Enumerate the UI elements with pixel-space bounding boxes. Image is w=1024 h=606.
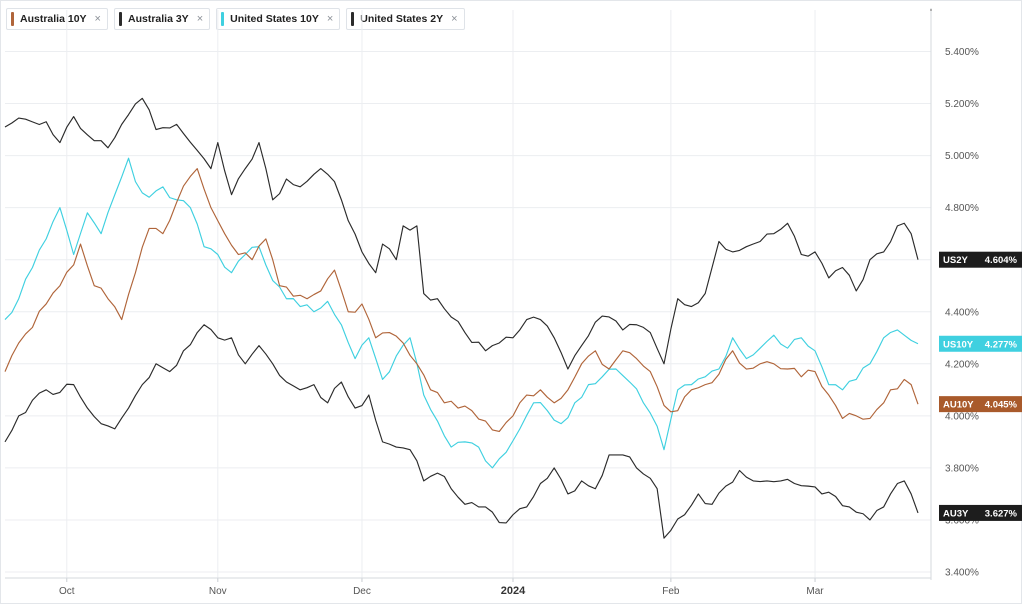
y-tick-label: 5.400% [945,47,979,58]
last-value-tag-us10y [939,335,1022,352]
series-line-us10y [4,157,919,469]
legend-swatch [351,12,355,26]
x-tick-label: Oct [59,586,75,597]
y-tick-label: 3.800% [945,463,979,474]
x-tick-label: Feb [662,586,680,597]
y-tick-label: 5.200% [945,99,979,110]
close-icon[interactable]: × [196,13,204,25]
last-value-tag-value: 4.604% [985,255,1018,266]
last-value-tag-value: 4.277% [985,339,1018,350]
last-value-tag-us2y [939,251,1022,268]
legend-label: Australia 10Y [20,13,87,25]
series-line-au3y [4,324,919,539]
legend-label: Australia 3Y [127,13,189,25]
close-icon[interactable]: × [326,13,334,25]
last-value-tag-value: 4.045% [985,400,1018,411]
legend-chip-australia-10y[interactable]: Australia 10Y × [6,8,108,30]
x-tick-label: 2024 [501,585,526,597]
last-value-tag-au3y [939,504,1022,521]
y-tick-label: 3.600% [945,515,979,526]
legend-chip-united-states-2y[interactable]: United States 2Y × [346,8,465,30]
y-tick-label: 3.400% [945,568,979,579]
y-tick-label: 4.000% [945,411,979,422]
last-value-tag-name: US10Y [943,339,974,350]
legend-label: United States 2Y [360,13,444,25]
series-line-us2y [4,97,919,370]
legend-swatch [221,12,225,26]
x-tick-label: Mar [806,586,824,597]
close-icon[interactable]: × [94,13,101,25]
y-tick-label: 4.200% [945,359,979,370]
axis-dot [930,9,932,11]
close-icon[interactable]: × [451,13,458,25]
legend-swatch [11,12,14,26]
legend-chip-australia-3y[interactable]: Australia 3Y × [113,8,211,30]
legend-swatch [118,12,122,26]
series-line-au10y [4,168,919,433]
y-tick-label: 5.000% [945,151,979,162]
last-value-tag-name: AU10Y [943,400,974,411]
legend: Australia 10Y × Australia 3Y × United St… [6,8,465,30]
last-value-tag-name: US2Y [943,255,968,266]
last-value-tag-au10y [939,396,1022,413]
x-tick-label: Nov [209,586,227,597]
last-value-tag-value: 3.627% [985,508,1018,519]
legend-chip-united-states-10y[interactable]: United States 10Y × [216,8,341,30]
legend-label: United States 10Y [230,13,319,25]
y-tick-label: 4.400% [945,307,979,318]
y-tick-label: 4.800% [945,203,979,214]
last-value-tag-name: AU3Y [943,508,969,519]
x-tick-label: Dec [353,586,371,597]
